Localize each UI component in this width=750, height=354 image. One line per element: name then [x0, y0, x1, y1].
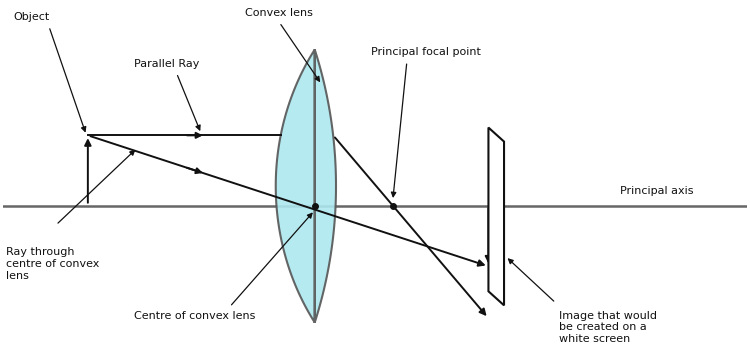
- Text: Convex lens: Convex lens: [245, 8, 314, 18]
- Text: Principal axis: Principal axis: [620, 186, 693, 196]
- Text: Object: Object: [13, 12, 50, 22]
- Polygon shape: [276, 50, 336, 322]
- Text: Parallel Ray: Parallel Ray: [134, 59, 200, 69]
- Text: Image that would
be created on a
white screen: Image that would be created on a white s…: [560, 311, 657, 344]
- Text: Ray through
centre of convex
lens: Ray through centre of convex lens: [6, 247, 100, 281]
- Text: Centre of convex lens: Centre of convex lens: [134, 311, 255, 321]
- Text: Principal focal point: Principal focal point: [371, 47, 482, 57]
- Polygon shape: [488, 127, 504, 306]
